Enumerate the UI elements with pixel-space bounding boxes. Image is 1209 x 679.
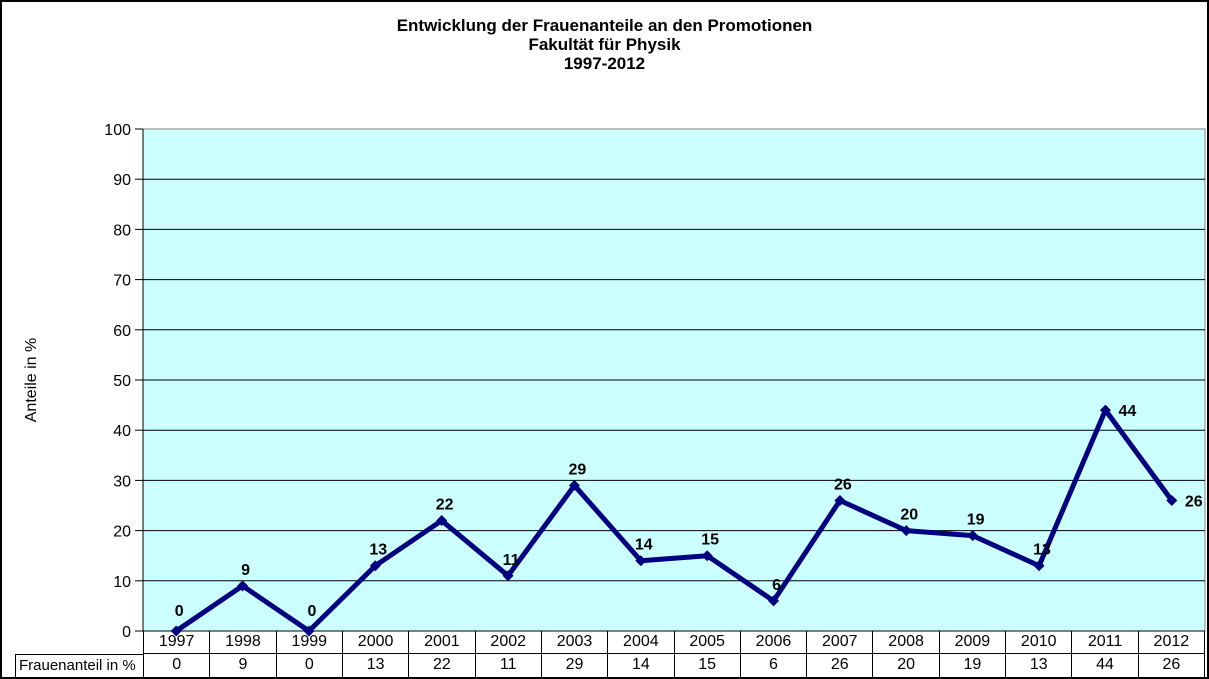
- table-value-cell: 29: [542, 654, 609, 677]
- data-point-label: 14: [635, 537, 653, 554]
- data-point-marker: [436, 515, 448, 527]
- y-tick-label: 60: [113, 323, 131, 340]
- data-point-marker: [1033, 560, 1045, 572]
- series-line: [173, 407, 1175, 634]
- data-point-marker: [1099, 404, 1111, 416]
- data-point-label: 26: [1185, 493, 1203, 510]
- chart-title-line-1: Entwicklung der Frauenanteile an den Pro…: [396, 16, 813, 35]
- data-point-label: 0: [307, 603, 316, 620]
- y-tick-label: 50: [113, 373, 131, 390]
- x-axis-year-cell: 2000: [343, 631, 410, 653]
- y-tick-label: 20: [113, 524, 131, 541]
- x-axis-year-cell: 2010: [1006, 631, 1073, 653]
- x-axis-year-cell: 1999: [277, 631, 343, 653]
- table-value-cell: 14: [608, 654, 675, 677]
- x-axis-year-cell: 2003: [542, 631, 609, 653]
- table-value-cell: 11: [476, 654, 542, 677]
- x-axis-year-cell: 2004: [608, 631, 675, 653]
- x-axis-year-cell: 2007: [807, 631, 874, 653]
- y-tick-label: 30: [113, 473, 131, 490]
- data-point-label: 22: [436, 497, 454, 514]
- table-value-cell: 13: [343, 654, 410, 677]
- data-point-marker: [900, 525, 912, 537]
- table-value-cell: 26: [1139, 654, 1205, 677]
- x-axis-year-cell: 2011: [1072, 631, 1139, 653]
- y-tick-label: 80: [113, 222, 131, 239]
- data-point-marker: [967, 530, 979, 542]
- data-point-label: 26: [834, 476, 852, 493]
- table-value-cell: 22: [409, 654, 476, 677]
- data-point-label: 11: [503, 552, 520, 569]
- y-tick-label: 100: [104, 122, 131, 139]
- y-tick-label: 0: [122, 624, 131, 641]
- table-value-cell: 0: [277, 654, 343, 677]
- data-point-label: 9: [241, 562, 250, 579]
- table-value-cell: 15: [675, 654, 741, 677]
- x-axis-year-cell: 2005: [675, 631, 741, 653]
- data-point-label: 6: [772, 577, 781, 594]
- x-axis-year-cell: 2002: [476, 631, 542, 653]
- x-axis-year-cell: 1997: [144, 631, 211, 653]
- table-value-cell: 13: [1006, 654, 1073, 677]
- data-point-marker: [635, 555, 647, 567]
- table-value-cell: 19: [940, 654, 1007, 677]
- data-point-label: 13: [1033, 542, 1051, 559]
- data-point-marker: [768, 595, 780, 607]
- data-point-label: 13: [369, 542, 387, 559]
- y-tick-label: 40: [113, 423, 131, 440]
- data-point-marker: [237, 580, 249, 592]
- chart-title-line-3: 1997-2012: [563, 54, 646, 73]
- data-point-marker: [502, 570, 514, 582]
- x-axis-year-cell: 2008: [873, 631, 940, 653]
- data-point-marker: [1166, 494, 1178, 506]
- table-value-cell: 6: [741, 654, 808, 677]
- y-tick-label: 10: [113, 574, 131, 591]
- data-table-values-row: 0 9 0 13 22 11 29 14 15 6 26 20 19 13 44 26: [143, 654, 1205, 677]
- chart-title-line-2: Fakultät für Physik: [528, 35, 681, 54]
- x-axis-year-cell: 2012: [1139, 631, 1205, 653]
- x-axis-table-years-row: 1997 1998 1999 2000 2001 2002 2003 2004 2005 2006…: [143, 631, 1205, 654]
- data-point-marker: [568, 479, 580, 491]
- table-value-cell: 20: [873, 654, 940, 677]
- data-point-marker: [170, 625, 182, 637]
- data-point-label: 44: [1118, 403, 1136, 420]
- x-axis-year-cell: 2009: [940, 631, 1007, 653]
- data-point-label: 29: [569, 461, 587, 478]
- data-point-marker: [701, 550, 713, 562]
- y-tick-label: 90: [113, 172, 131, 189]
- data-point-label: 20: [900, 507, 918, 524]
- table-value-cell: 9: [210, 654, 277, 677]
- x-axis-year-cell: 2006: [741, 631, 808, 653]
- x-axis-year-cell: 2001: [409, 631, 476, 653]
- table-value-cell: 0: [144, 654, 211, 677]
- data-point-marker: [834, 494, 846, 506]
- data-point-label: 15: [701, 532, 719, 549]
- data-point-marker: [369, 560, 381, 572]
- y-tick-label: 70: [113, 273, 131, 290]
- x-axis-year-cell: 1998: [210, 631, 277, 653]
- data-point-label: 0: [175, 603, 184, 620]
- table-row-label: Frauenanteil in %: [15, 654, 143, 677]
- data-point-marker: [303, 625, 315, 637]
- data-point-label: 19: [967, 512, 985, 529]
- table-value-cell: 44: [1072, 654, 1139, 677]
- chart-title: Entwicklung der Frauenanteile an den Pro…: [2, 16, 1207, 73]
- table-value-cell: 26: [807, 654, 874, 677]
